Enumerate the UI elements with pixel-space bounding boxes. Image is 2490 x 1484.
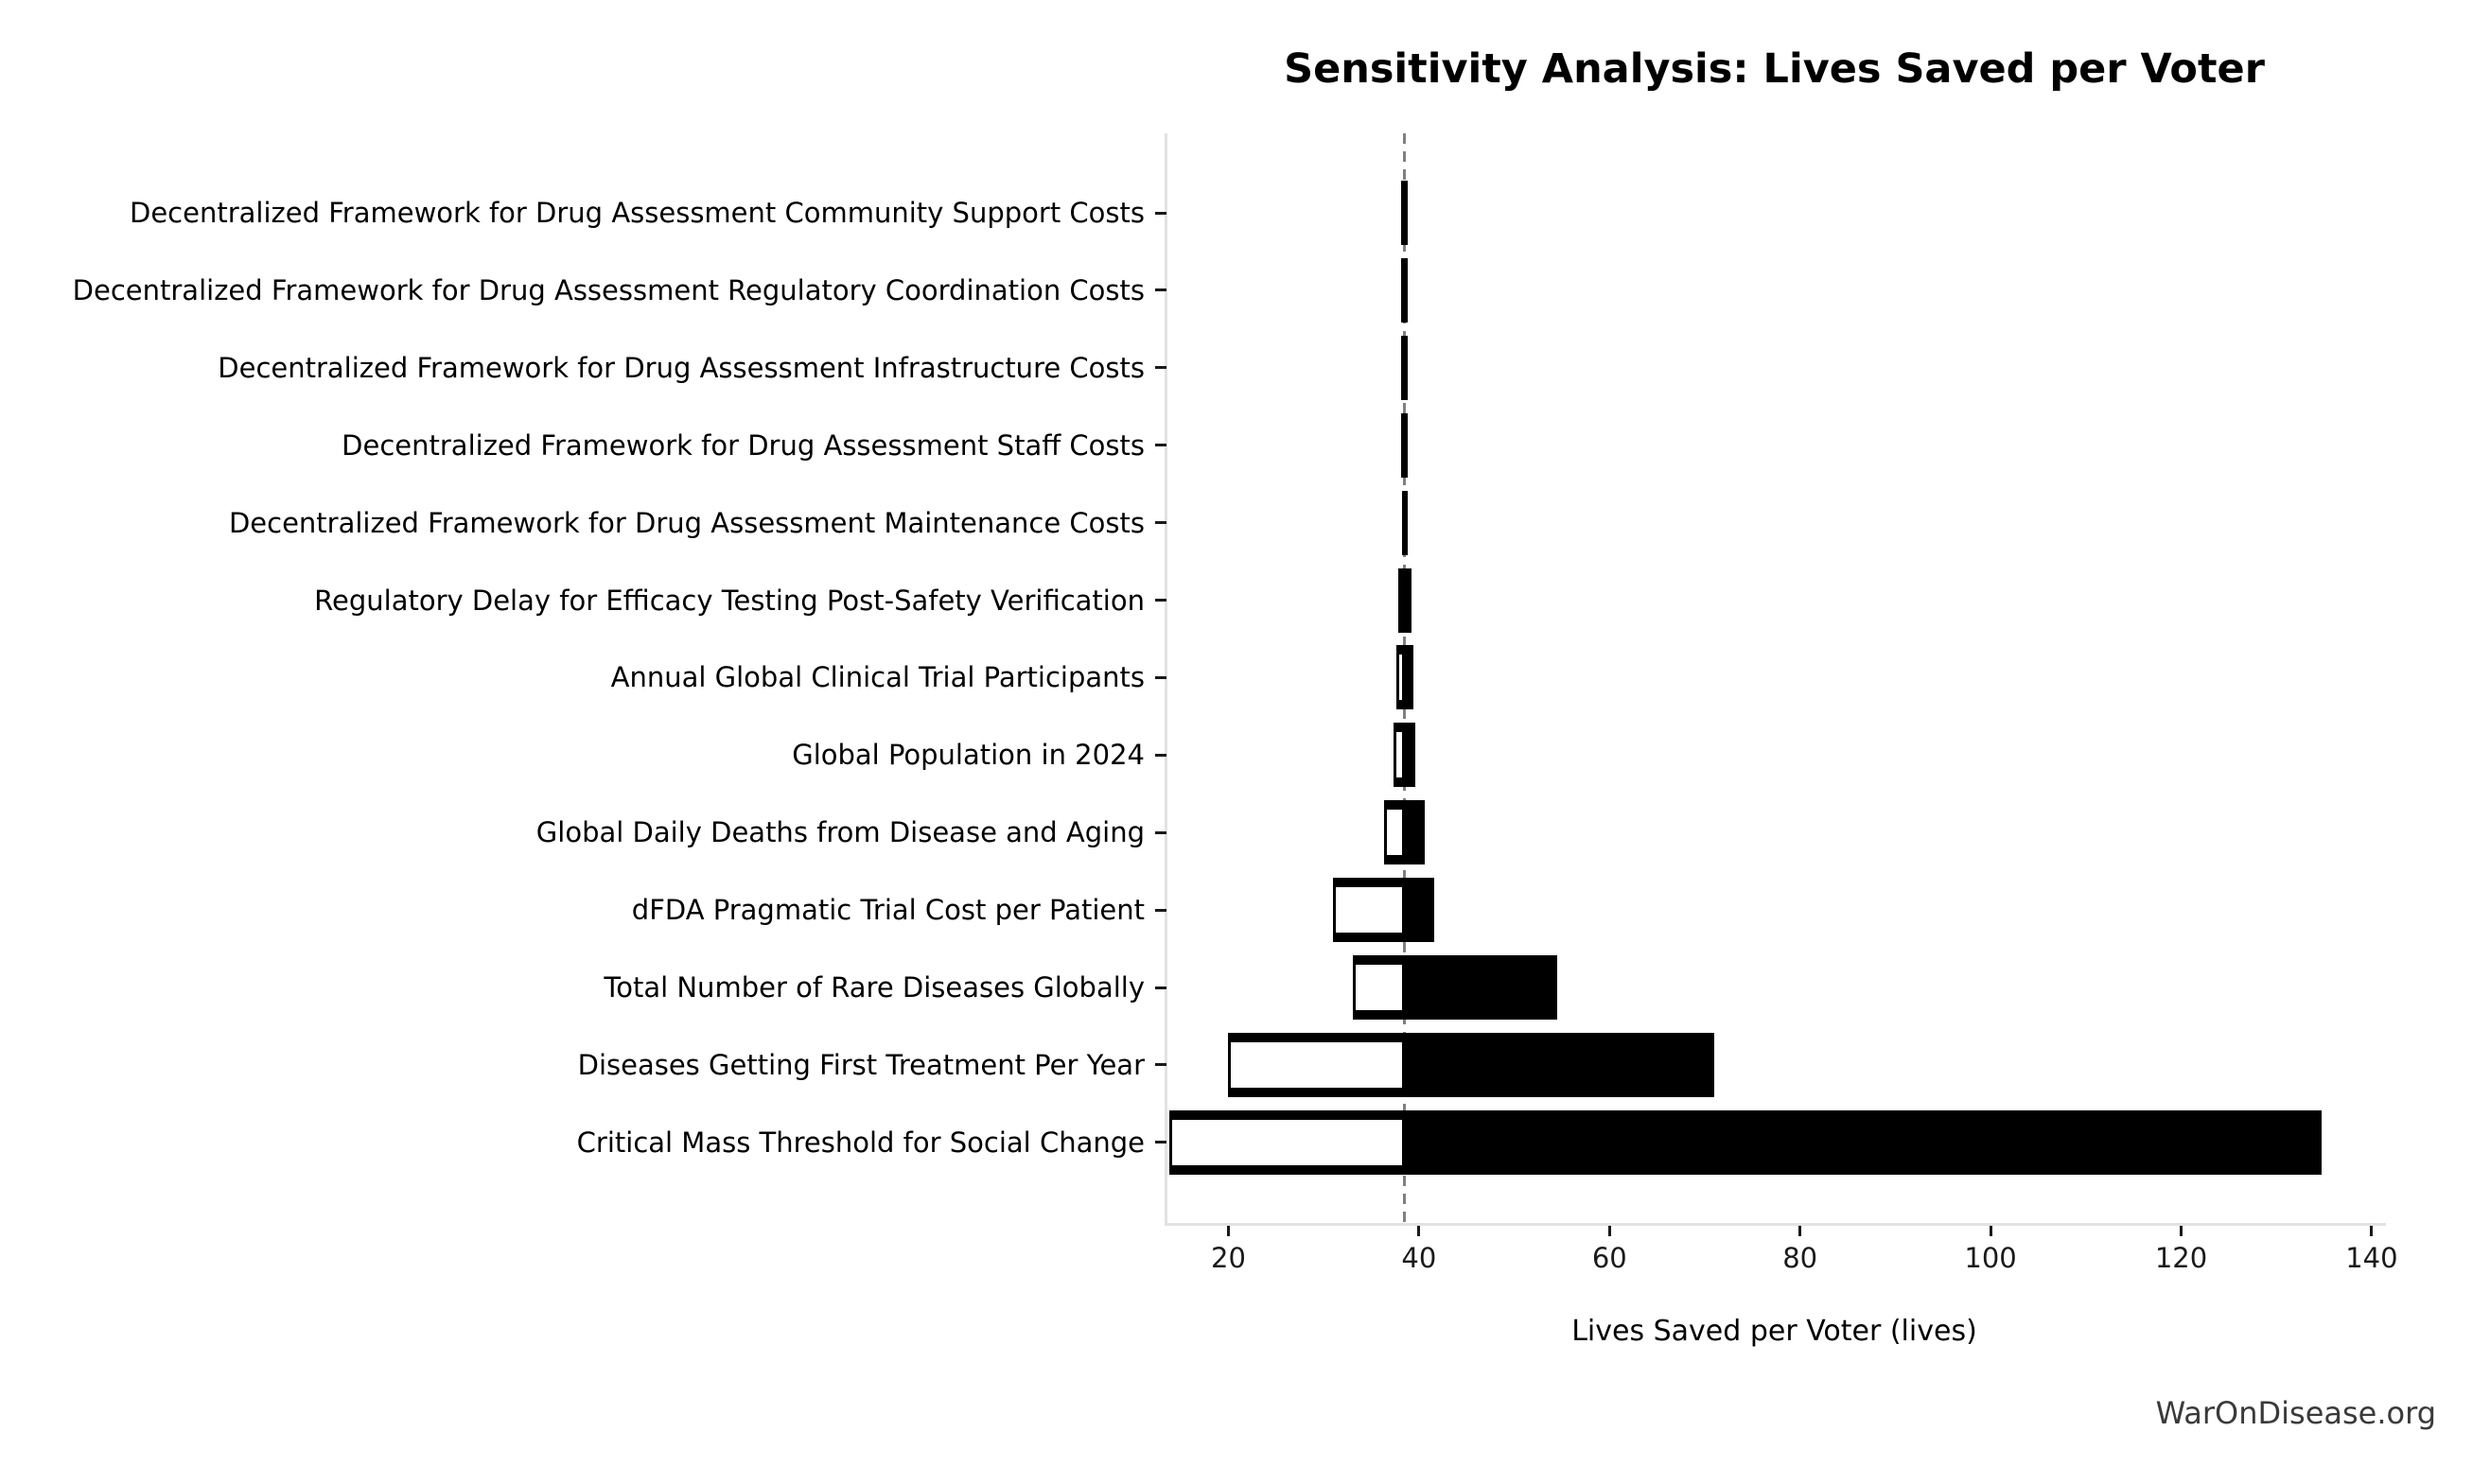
category-label: Decentralized Framework for Drug Assessm… <box>342 428 1145 462</box>
y-tick-mark <box>1155 211 1166 215</box>
high-bar <box>1401 412 1408 478</box>
high-bar <box>1401 181 1408 245</box>
y-tick-mark <box>1155 1141 1166 1144</box>
category-label: Decentralized Framework for Drug Assessm… <box>130 197 1145 229</box>
category-label: Decentralized Framework for Drug Assessm… <box>72 273 1145 306</box>
y-tick-mark <box>1155 986 1166 989</box>
category-label: Annual Global Clinical Trial Participant… <box>610 661 1145 694</box>
low-bar <box>1353 962 1405 1013</box>
x-axis-title: Lives Saved per Voter (lives) <box>1571 1315 1977 1348</box>
x-tick-label: 20 <box>1211 1242 1246 1274</box>
high-bar <box>1401 490 1408 555</box>
low-bar <box>1393 729 1405 781</box>
y-tick-mark <box>1155 1063 1166 1067</box>
y-tick-mark <box>1155 753 1166 757</box>
x-tick-label: 80 <box>1782 1242 1818 1274</box>
x-tick-label: 40 <box>1401 1242 1437 1274</box>
watermark: WarOnDisease.org <box>2155 1395 2436 1431</box>
category-label: Regulatory Delay for Efficacy Testing Po… <box>314 584 1145 617</box>
y-tick-mark <box>1155 366 1166 370</box>
y-tick-mark <box>1155 521 1166 525</box>
low-bar <box>1383 807 1405 859</box>
category-label: dFDA Pragmatic Trial Cost per Patient <box>631 894 1145 927</box>
y-tick-mark <box>1155 830 1166 834</box>
high-bar <box>1401 335 1408 400</box>
x-tick-label: 140 <box>2345 1242 2398 1274</box>
x-tick-mark <box>1607 1226 1611 1236</box>
category-label: Critical Mass Threshold for Social Chang… <box>576 1126 1145 1159</box>
low-bar <box>1395 652 1405 704</box>
chart-title: Sensitivity Analysis: Lives Saved per Vo… <box>1284 45 2265 93</box>
x-tick-label: 100 <box>1964 1242 2017 1274</box>
y-tick-mark <box>1155 599 1166 602</box>
x-tick-mark <box>1798 1226 1802 1236</box>
category-label: Global Daily Deaths from Disease and Agi… <box>535 816 1145 849</box>
category-label: Decentralized Framework for Drug Assessm… <box>228 506 1145 539</box>
y-tick-mark <box>1155 288 1166 292</box>
y-tick-mark <box>1155 908 1166 912</box>
x-tick-mark <box>2180 1226 2183 1236</box>
x-axis-spine <box>1165 1223 2386 1226</box>
x-tick-mark <box>2370 1226 2374 1236</box>
x-tick-mark <box>1417 1226 1421 1236</box>
category-label: Diseases Getting First Treatment Per Yea… <box>577 1048 1145 1081</box>
y-tick-mark <box>1155 675 1166 679</box>
x-tick-mark <box>1226 1226 1230 1236</box>
low-bar <box>1169 1116 1405 1168</box>
y-tick-mark <box>1155 444 1166 447</box>
x-tick-mark <box>1989 1226 1992 1236</box>
category-label: Total Number of Rare Diseases Globally <box>604 971 1145 1004</box>
low-bar <box>1333 884 1405 936</box>
y-axis-spine <box>1165 133 1167 1226</box>
low-bar <box>1228 1039 1405 1091</box>
high-bar <box>1401 257 1408 323</box>
x-tick-label: 120 <box>2154 1242 2208 1274</box>
category-label: Global Population in 2024 <box>792 739 1145 772</box>
high-bar <box>1397 567 1412 633</box>
category-label: Decentralized Framework for Drug Assessm… <box>218 351 1145 384</box>
x-tick-label: 60 <box>1591 1242 1627 1274</box>
